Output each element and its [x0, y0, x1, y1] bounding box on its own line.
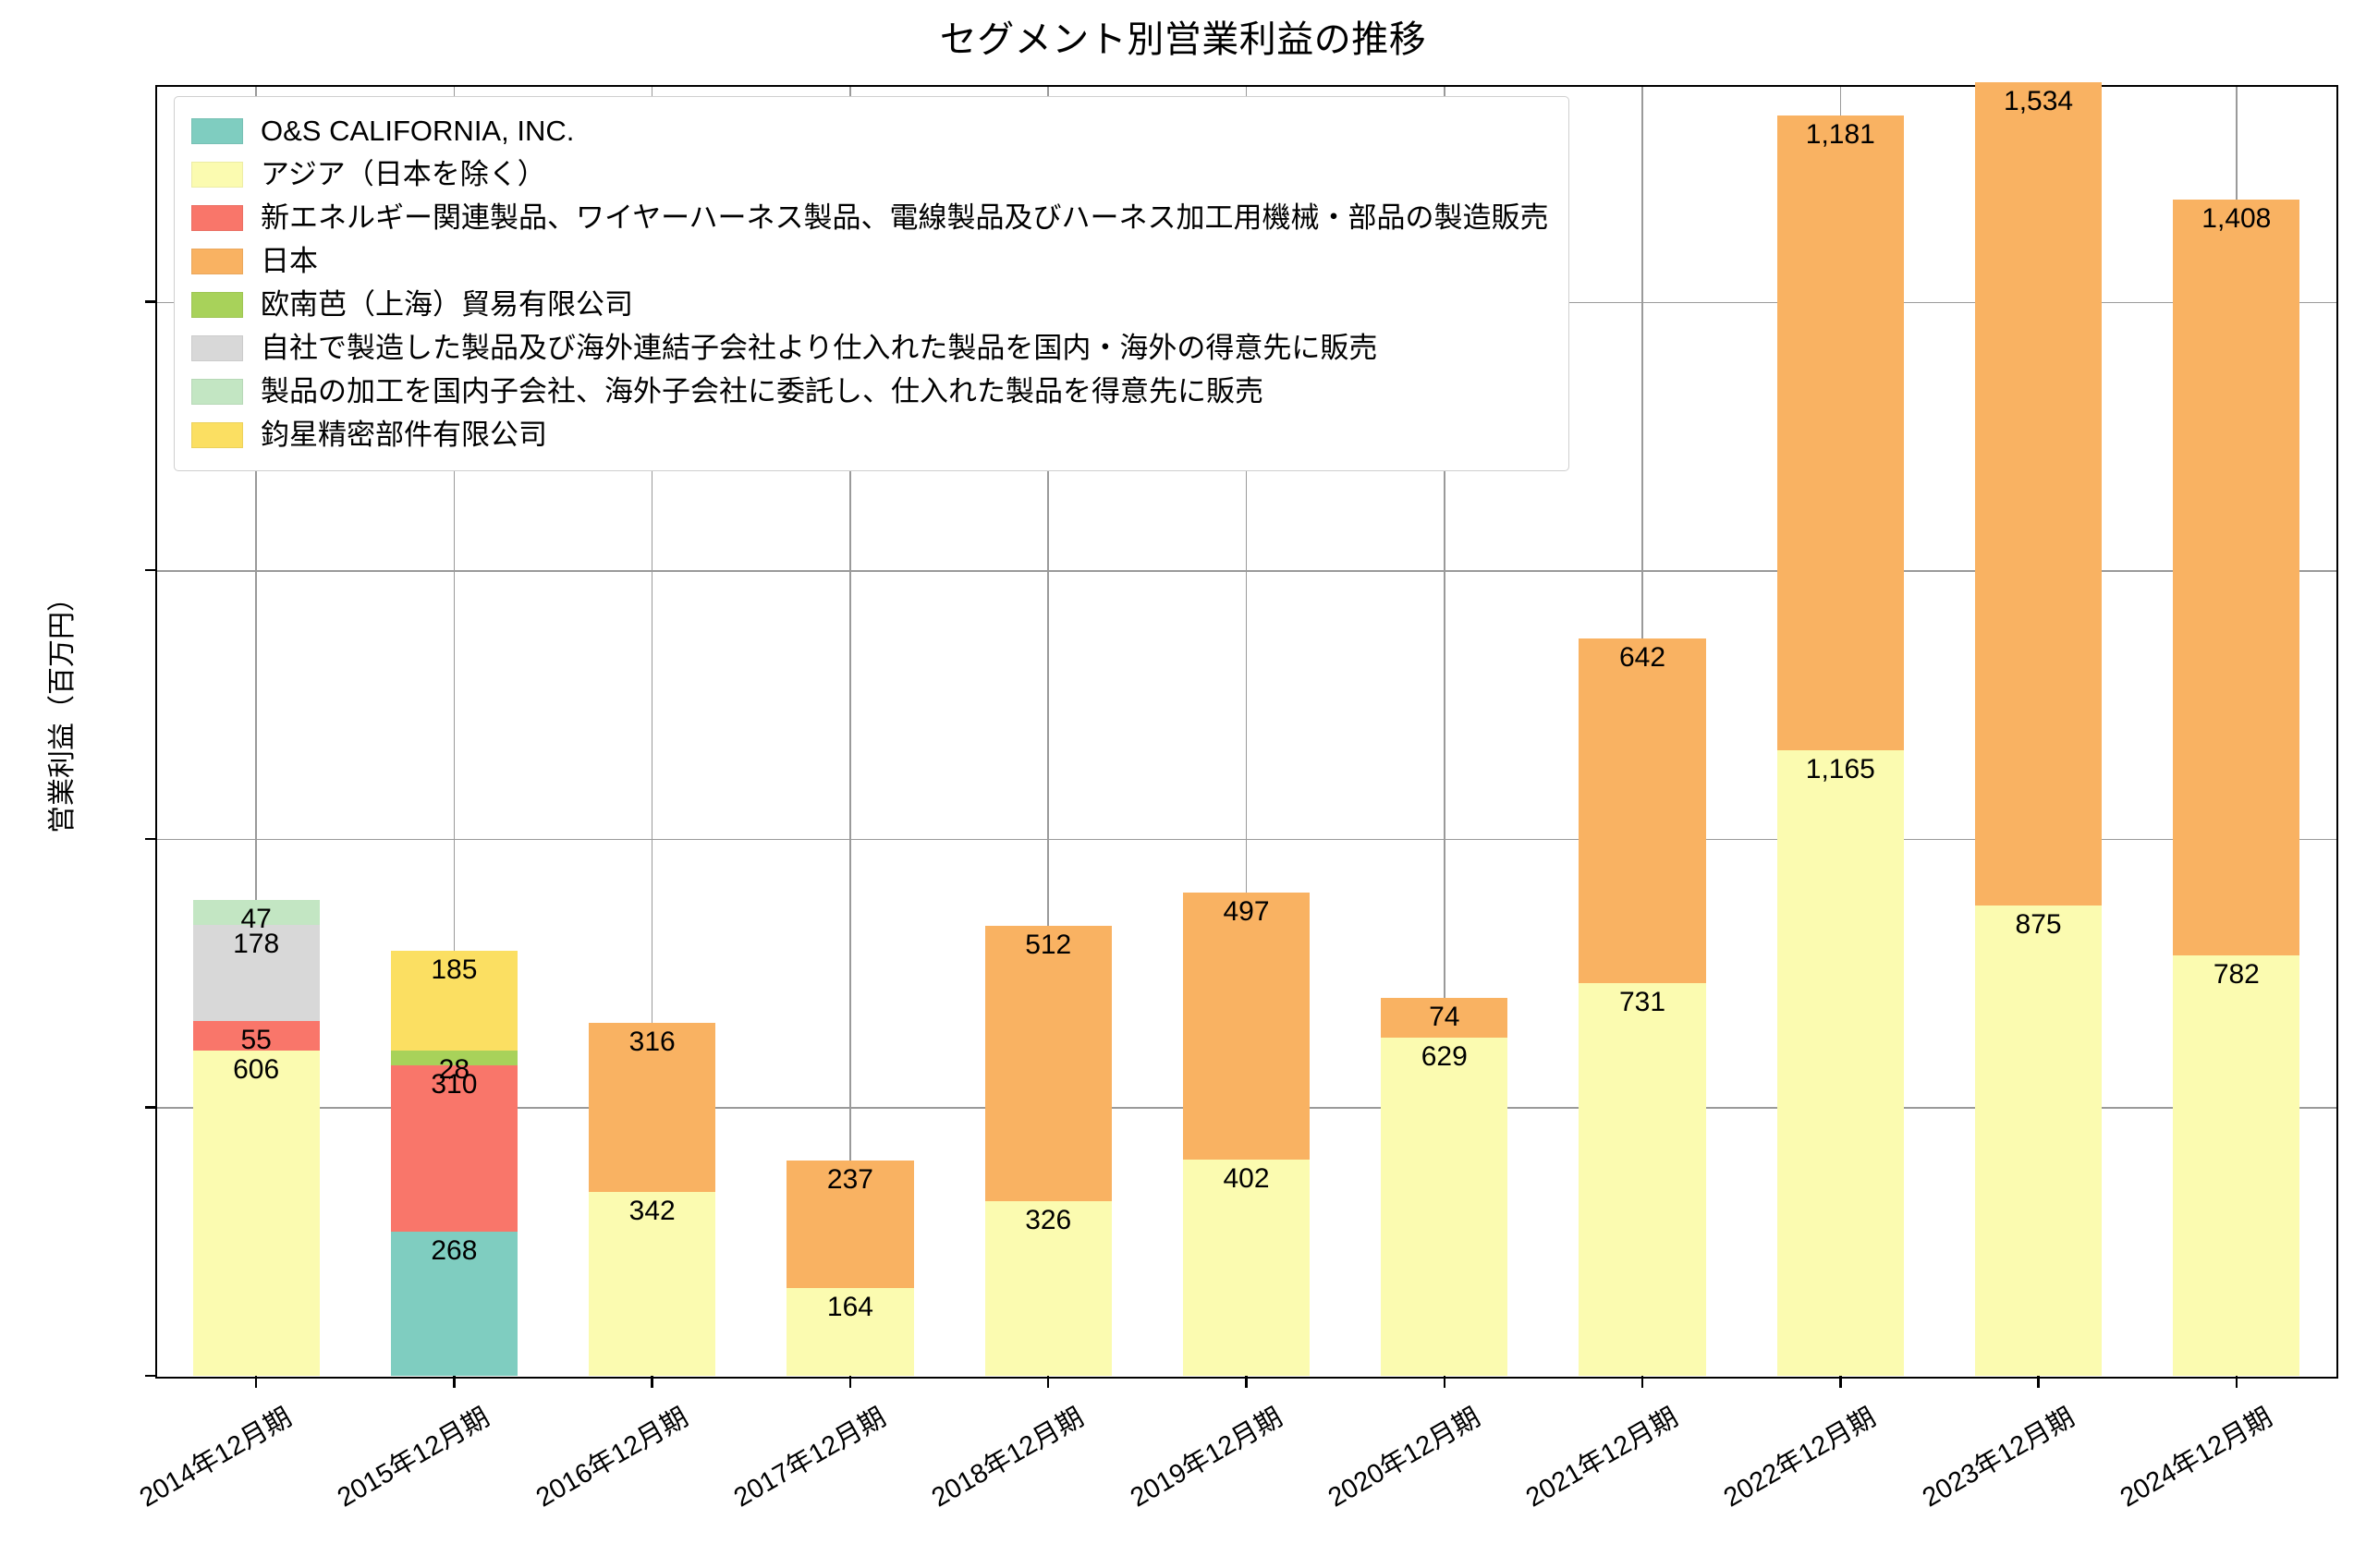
gridline-vertical	[453, 87, 456, 1377]
page-title: セグメント別営業利益の推移	[939, 19, 1427, 60]
y-axis-label: 営業利益（百万円）	[47, 584, 78, 833]
bar-segment[interactable]	[787, 1287, 914, 1376]
x-tick-mark	[1640, 1376, 1644, 1388]
bar-segment[interactable]	[1975, 906, 2103, 1376]
bar-segment[interactable]	[1381, 998, 1508, 1039]
x-tick-mark	[1047, 1376, 1050, 1388]
gridline-vertical	[1245, 87, 1248, 1377]
bar-segment[interactable]	[390, 1232, 518, 1376]
legend-swatch-icon	[191, 161, 243, 188]
legend-item[interactable]: 欧南芭（上海）貿易有限公司	[191, 283, 1548, 326]
x-tick-label: 2022年12月期	[1719, 1402, 1882, 1513]
x-tick-label: 2021年12月期	[1520, 1402, 1684, 1513]
x-tick-mark	[1245, 1376, 1248, 1388]
bar-segment[interactable]	[589, 1022, 716, 1193]
legend-swatch-icon	[191, 204, 243, 231]
x-tick-mark	[651, 1376, 653, 1388]
bar-segment[interactable]	[1381, 1038, 1508, 1376]
bar-segment[interactable]	[1975, 81, 2103, 906]
bar-segment[interactable]	[192, 925, 320, 1021]
x-tick-mark	[254, 1376, 258, 1388]
bar-segment[interactable]	[192, 900, 320, 926]
legend-label: O&S CALIFORNIA, INC.	[261, 115, 575, 147]
bar-segment[interactable]	[2173, 955, 2300, 1376]
legend-label: 新エネルギー関連製品、ワイヤーハーネス製品、電線製品及びハーネス加工用機械・部品…	[261, 201, 1549, 234]
gridline-vertical	[849, 87, 851, 1377]
x-tick-label: 2020年12月期	[1323, 1402, 1485, 1513]
legend-label: 鈞星精密部件有限公司	[261, 419, 547, 451]
legend-swatch-icon	[191, 334, 243, 361]
x-tick-mark	[2235, 1376, 2238, 1388]
bar-segment[interactable]	[192, 1020, 320, 1051]
y-tick-mark	[145, 837, 157, 840]
x-tick-mark	[848, 1376, 852, 1388]
legend-swatch-icon	[191, 378, 243, 405]
bar-segment[interactable]	[390, 1050, 518, 1066]
x-tick-mark	[1443, 1376, 1445, 1388]
legend-swatch-icon	[191, 291, 243, 318]
legend-item[interactable]: 製品の加工を国内子会社、海外子会社に委託し、仕入れた製品を得意先に販売	[191, 370, 1548, 413]
bar-group[interactable]: 629 74	[1381, 87, 1508, 1376]
bar-segment[interactable]	[390, 1065, 518, 1233]
x-tick-mark	[2037, 1376, 2040, 1388]
x-tick-label: 2014年12月期	[134, 1402, 298, 1513]
x-tick-label: 2019年12月期	[1125, 1402, 1287, 1513]
legend-label: 製品の加工を国内子会社、海外子会社に委託し、仕入れた製品を得意先に販売	[261, 375, 1263, 407]
bar-segment[interactable]	[984, 1200, 1112, 1376]
bar-segment[interactable]	[1776, 749, 1904, 1376]
bar-segment[interactable]	[1776, 115, 1904, 750]
y-tick-mark	[145, 1106, 157, 1109]
legend-item[interactable]: アジア（日本を除く）	[191, 152, 1548, 196]
bar-segment[interactable]	[589, 1192, 716, 1376]
legend-label: アジア（日本を除く）	[261, 158, 546, 190]
bar-segment[interactable]	[1182, 1160, 1311, 1376]
gridline-vertical	[255, 87, 257, 1377]
legend-label: 日本	[261, 245, 318, 277]
y-tick-mark	[145, 300, 157, 303]
bar-segment[interactable]	[1579, 638, 1706, 984]
bar-segment[interactable]	[787, 1160, 914, 1288]
x-tick-label: 2017年12月期	[728, 1402, 891, 1513]
y-tick-mark	[145, 568, 157, 572]
bar-segment[interactable]	[2173, 200, 2300, 956]
bar-group[interactable]: 326 512	[984, 87, 1112, 1376]
gridline-vertical	[1047, 87, 1050, 1377]
legend-swatch-icon	[191, 248, 243, 274]
legend: O&S CALIFORNIA, INC. アジア（日本を除く） 新エネルギー関連製品…	[174, 96, 1570, 471]
bar-group[interactable]: 731 642	[1579, 87, 1706, 1376]
legend-swatch-icon	[191, 421, 243, 448]
x-tick-label: 2015年12月期	[333, 1402, 495, 1513]
bar-segment[interactable]	[984, 925, 1112, 1201]
x-tick-label: 2023年12月期	[1917, 1402, 2079, 1513]
gridline-vertical	[651, 87, 653, 1377]
x-tick-label: 2016年12月期	[531, 1402, 693, 1513]
x-tick-mark	[1839, 1376, 1842, 1388]
bar-group[interactable]: 1,165 1,181	[1776, 87, 1904, 1376]
legend-item[interactable]: 鈞星精密部件有限公司	[191, 413, 1548, 456]
legend-item[interactable]: 日本	[191, 239, 1548, 283]
x-tick-label: 2024年12月期	[2115, 1402, 2277, 1513]
gridline-vertical	[1443, 87, 1445, 1377]
bar-segment[interactable]	[192, 1050, 320, 1376]
bar-group[interactable]: 875 1,534	[1975, 81, 2103, 1376]
legend-label: 自社で製造した製品及び海外連結子会社より仕入れた製品を国内・海外の得意先に販売	[261, 332, 1378, 364]
bar-segment[interactable]	[390, 951, 518, 1051]
legend-item[interactable]: O&S CALIFORNIA, INC.	[191, 109, 1548, 152]
bar-segment[interactable]	[1182, 893, 1311, 1161]
x-tick-mark	[453, 1376, 456, 1388]
legend-item[interactable]: 新エネルギー関連製品、ワイヤーハーネス製品、電線製品及びハーネス加工用機械・部品…	[191, 196, 1548, 239]
x-tick-label: 2018年12月期	[927, 1402, 1090, 1513]
legend-swatch-icon	[191, 117, 243, 144]
y-tick-mark	[145, 1374, 157, 1378]
legend-item[interactable]: 自社で製造した製品及び海外連結子会社より仕入れた製品を国内・海外の得意先に販売	[191, 326, 1548, 370]
bar-group[interactable]: 782 1,408	[2173, 87, 2300, 1376]
legend-label: 欧南芭（上海）貿易有限公司	[261, 288, 633, 321]
bar-segment[interactable]	[1579, 983, 1706, 1376]
